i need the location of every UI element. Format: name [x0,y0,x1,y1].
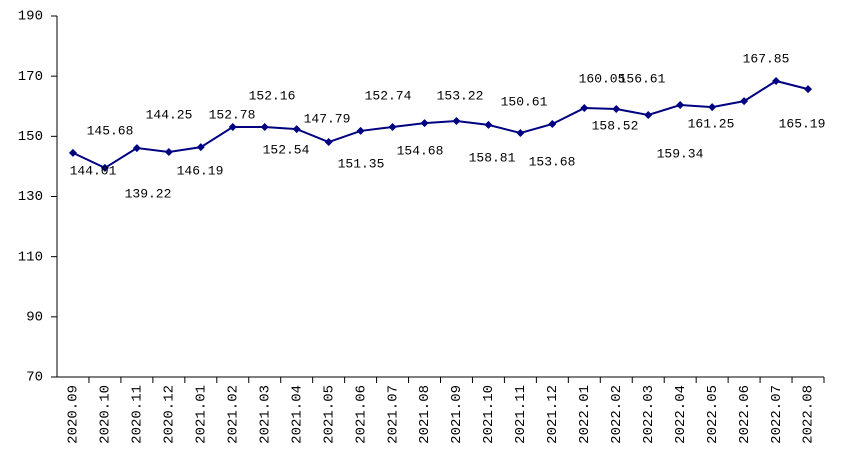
point [388,123,397,132]
annotation: 139.22 [125,186,172,201]
y-tick-label: 130 [18,189,43,205]
annotation: 144.25 [146,107,193,122]
x-tick-label: 2020.11 [130,385,146,444]
annotation: 159.34 [657,146,704,161]
annotation: 144.01 [70,163,117,178]
point [772,76,781,85]
x-tick-label: 2022.07 [769,385,785,444]
annotation: 152.16 [249,88,296,103]
line [72,79,809,170]
x-tick-label: 2021.12 [545,385,561,444]
annotation: 151.35 [338,156,385,171]
annotation: 165.19 [779,116,826,131]
point [612,104,621,113]
point [68,148,77,157]
annotation: 167.85 [743,51,790,66]
x-tick-label: 2020.09 [66,385,82,444]
x-tick-label: 2021.11 [513,385,529,444]
annotation: 153.68 [529,154,576,169]
x-tick-label: 2020.10 [98,385,114,444]
point [580,104,589,113]
x-tick-label: 2020.12 [162,385,178,444]
point [132,144,141,153]
annotation: 153.22 [437,88,484,103]
point [644,110,653,119]
point [196,143,205,152]
x-tick-label: 2021.04 [289,385,305,444]
x-tick-label: 2021.01 [194,385,210,444]
annotation: 158.52 [592,118,639,133]
annotation: 158.81 [469,150,516,165]
annotation: 145.68 [87,123,134,138]
x-tick-label: 2021.03 [257,385,273,444]
x-tick-label: 2022.06 [737,385,753,444]
point [804,85,813,94]
y-tick-label: 110 [18,249,43,265]
point [740,97,749,106]
point [260,123,269,132]
y-tick-label: 90 [26,310,43,326]
annotation: 152.74 [365,88,412,103]
annotation: 156.61 [619,71,666,86]
annotation: 160.05 [579,71,626,86]
point [708,103,717,112]
x-tick-label: 2021.06 [353,385,369,444]
y-tick-label: 190 [18,9,43,25]
point [548,119,557,128]
point [484,120,493,129]
point [292,125,301,134]
x-tick-label: 2022.04 [673,385,689,444]
x-tick-label: 2021.09 [449,385,465,444]
x-tick-label: 2021.05 [321,385,337,444]
annotation: 150.61 [501,94,548,109]
annotation: 152.78 [209,107,256,122]
point [676,101,685,110]
x-tick-label: 2022.01 [577,385,593,444]
y-tick-label: 70 [26,370,43,386]
x-tick-label: 2021.08 [417,385,433,444]
x-tick-label: 2022.05 [705,385,721,444]
annotation: 154.68 [397,143,444,158]
x-tick-label: 2022.03 [641,385,657,444]
x-tick-label: 2021.10 [481,385,497,444]
annotation: 146.19 [177,163,224,178]
point [164,147,173,156]
point [100,163,109,172]
annotation: 147.79 [304,111,351,126]
point [420,119,429,128]
y-tick-label: 170 [18,69,43,85]
x-tick-label: 2021.07 [385,385,401,444]
y-tick-label: 150 [18,129,43,145]
x-tick-label: 2022.02 [609,385,625,444]
point [228,123,237,132]
x-tick-label: 2021.02 [225,385,241,444]
point [324,138,333,147]
annotation: 152.54 [263,142,310,157]
annotation: 161.25 [688,116,735,131]
x-tick-label: 2022.08 [801,385,817,444]
point [356,126,365,135]
point [516,129,525,138]
point [452,116,461,125]
